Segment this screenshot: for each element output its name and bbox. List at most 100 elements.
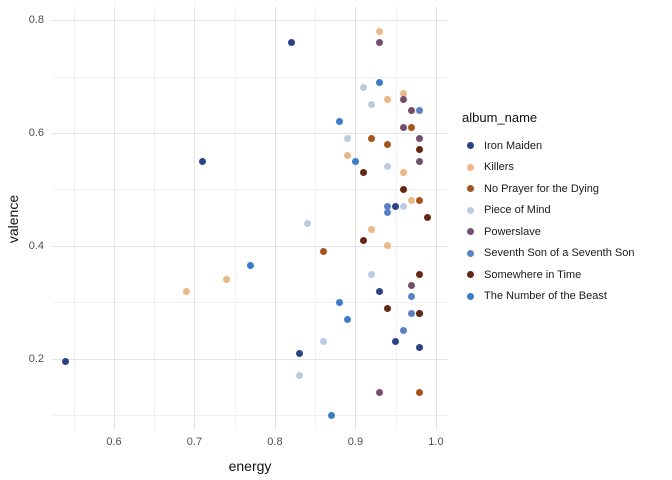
- data-point: [343, 315, 351, 323]
- data-point: [368, 270, 376, 278]
- legend-key: [462, 202, 478, 218]
- legend-swatch-icon: [466, 271, 474, 279]
- data-point: [384, 95, 392, 103]
- gridline-major-horizontal: [52, 133, 448, 135]
- legend-key: [462, 138, 478, 154]
- data-point: [384, 140, 392, 148]
- legend-item-label: Somewhere in Time: [484, 268, 582, 281]
- legend-item: Somewhere in Time: [462, 264, 670, 286]
- y-axis-title: valence: [5, 194, 21, 244]
- data-point: [424, 214, 432, 222]
- legend-item: Piece of Mind: [462, 200, 670, 222]
- data-point: [408, 293, 416, 301]
- legend: album_name Iron Maiden Killers No Prayer f…: [462, 110, 670, 307]
- legend-item-label: The Number of the Beast: [484, 290, 607, 303]
- data-point: [359, 236, 367, 244]
- data-point: [335, 118, 343, 126]
- data-point: [384, 208, 392, 216]
- data-point: [384, 202, 392, 210]
- data-point: [359, 169, 367, 177]
- legend-item: No Prayer for the Dying: [462, 178, 670, 200]
- data-point: [384, 304, 392, 312]
- legend-key: [462, 267, 478, 283]
- data-point: [368, 135, 376, 143]
- legend-key: [462, 288, 478, 304]
- gridline-major-vertical: [355, 6, 357, 430]
- data-point: [400, 169, 408, 177]
- gridline-major-vertical: [435, 6, 437, 430]
- data-point: [400, 202, 408, 210]
- legend-item: Powerslave: [462, 221, 670, 243]
- data-point: [416, 197, 424, 205]
- data-point: [408, 197, 416, 205]
- data-point: [416, 157, 424, 165]
- data-point: [376, 39, 384, 47]
- data-point: [295, 372, 303, 380]
- legend-key: [462, 181, 478, 197]
- data-point: [416, 310, 424, 318]
- data-point: [319, 338, 327, 346]
- data-point: [416, 135, 424, 143]
- legend-swatch-icon: [466, 163, 474, 171]
- legend-item: The Number of the Beast: [462, 286, 670, 308]
- legend-items: Iron Maiden Killers No Prayer for the Dyin…: [462, 135, 670, 307]
- x-tick-label: 0.8: [267, 436, 283, 448]
- gridline-minor-horizontal: [52, 415, 448, 417]
- data-point: [62, 358, 70, 366]
- data-point: [368, 101, 376, 109]
- data-point: [416, 106, 424, 114]
- gridline-major-horizontal: [52, 20, 448, 22]
- data-point: [287, 39, 295, 47]
- legend-key: [462, 224, 478, 240]
- data-point: [199, 157, 206, 165]
- gridline-minor-vertical: [154, 6, 156, 430]
- data-point: [343, 152, 351, 160]
- data-point: [376, 287, 384, 295]
- data-point: [343, 135, 351, 143]
- data-point: [359, 84, 367, 92]
- legend-swatch-icon: [466, 185, 474, 193]
- data-point: [376, 78, 384, 86]
- gridline-major-horizontal: [52, 358, 448, 360]
- x-tick-label: 1.0: [428, 436, 444, 448]
- legend-swatch-icon: [466, 249, 474, 257]
- data-point: [400, 123, 408, 131]
- legend-item-label: Killers: [484, 161, 514, 174]
- gridline-major-horizontal: [52, 245, 448, 247]
- legend-item-label: Seventh Son of a Seventh Son: [484, 247, 635, 260]
- legend-key: [462, 245, 478, 261]
- legend-item-label: No Prayer for the Dying: [484, 182, 599, 195]
- gridline-minor-horizontal: [52, 76, 448, 78]
- gridline-minor-vertical: [395, 6, 397, 430]
- gridline-minor-vertical: [73, 6, 75, 430]
- data-point: [400, 95, 408, 103]
- legend-item-label: Piece of Mind: [484, 204, 551, 217]
- plot-panel: [52, 6, 448, 430]
- x-axis-title: energy: [228, 458, 272, 474]
- legend-item-label: Iron Maiden: [484, 139, 543, 152]
- data-point: [400, 327, 408, 335]
- gridline-major-vertical: [113, 6, 115, 430]
- gridline-major-vertical: [274, 6, 276, 430]
- data-point: [303, 219, 311, 227]
- data-point: [295, 349, 303, 357]
- data-point: [408, 310, 416, 318]
- y-tick-label: 0.4: [28, 239, 44, 252]
- data-point: [182, 287, 190, 295]
- x-tick-label: 0.7: [186, 436, 203, 448]
- legend-item: Seventh Son of a Seventh Son: [462, 243, 670, 265]
- gridline-minor-vertical: [234, 6, 236, 430]
- gridline-minor-vertical: [315, 6, 317, 430]
- data-point: [408, 123, 416, 131]
- data-point: [416, 270, 424, 278]
- data-point: [384, 163, 392, 171]
- y-tick-label: 0.6: [28, 127, 44, 140]
- data-point: [368, 225, 376, 233]
- y-tick-label: 0.2: [28, 352, 44, 365]
- legend-swatch-icon: [466, 206, 474, 214]
- data-point: [247, 262, 255, 270]
- legend-swatch-icon: [466, 142, 474, 150]
- data-point: [408, 281, 416, 289]
- data-point: [335, 298, 343, 306]
